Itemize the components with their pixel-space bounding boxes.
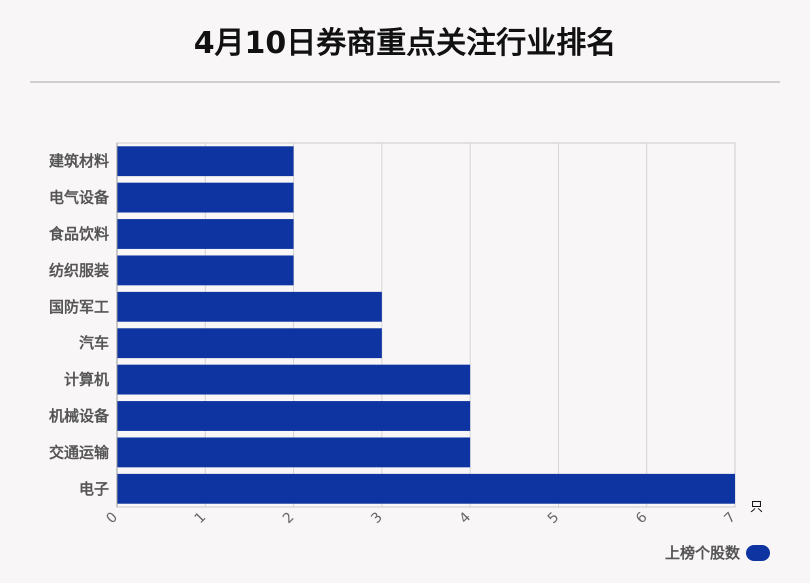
y-category-label: 建筑材料 <box>49 152 109 170</box>
x-tick-label: 4 <box>457 509 475 527</box>
y-category-label: 食品饮料 <box>49 225 109 243</box>
bar <box>117 255 294 286</box>
y-category-label: 机械设备 <box>49 407 110 425</box>
x-unit-label: 只 <box>750 500 763 515</box>
bar <box>117 328 382 359</box>
y-category-label: 计算机 <box>64 371 109 389</box>
x-tick-label: 7 <box>721 509 739 527</box>
y-category-label: 电子 <box>79 480 109 498</box>
legend-label: 上榜个股数 <box>664 544 740 562</box>
bar <box>117 182 294 213</box>
y-category-label: 汽车 <box>79 334 109 352</box>
bar <box>117 146 294 177</box>
bar <box>117 437 471 468</box>
x-tick-label: 6 <box>633 509 651 527</box>
bar <box>117 473 735 504</box>
bar <box>117 219 294 249</box>
x-tick-label: 1 <box>192 509 210 527</box>
bar <box>117 291 382 322</box>
x-tick-label: 2 <box>280 509 298 527</box>
legend[interactable]: 上榜个股数 <box>665 542 770 563</box>
bar <box>117 401 471 431</box>
y-category-label: 电气设备 <box>49 189 110 207</box>
chart-title: 4月10日券商重点关注行业排名 <box>193 26 617 61</box>
bar <box>117 364 471 395</box>
x-tick-label: 3 <box>368 509 386 527</box>
y-category-label: 纺织服装 <box>49 261 110 279</box>
title-divider <box>30 81 780 83</box>
legend-swatch <box>746 544 770 561</box>
x-tick-label: 5 <box>545 509 563 527</box>
y-category-label: 交通运输 <box>49 443 110 461</box>
y-category-label: 国防军工 <box>49 298 109 316</box>
x-tick-label: 0 <box>103 509 121 527</box>
